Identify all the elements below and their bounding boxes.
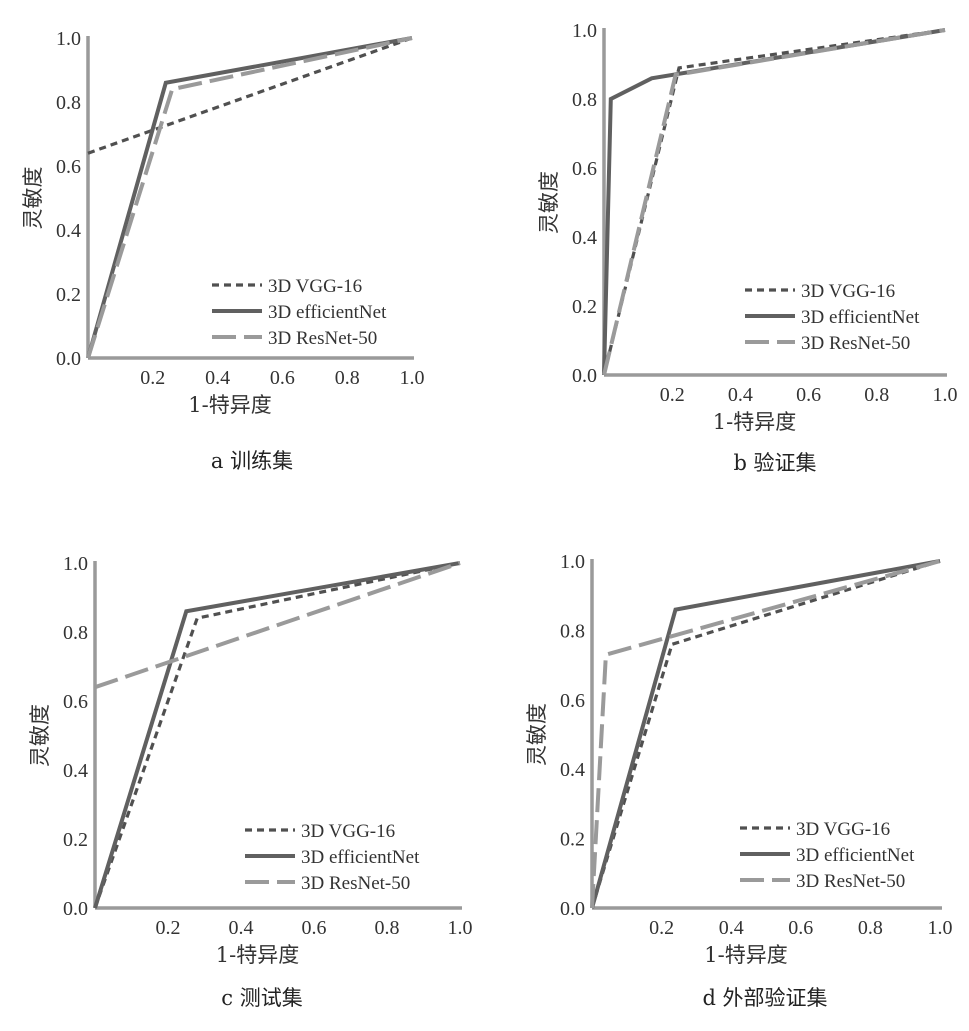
legend-label: 3D efficientNet xyxy=(796,845,915,866)
legend-label: 3D efficientNet xyxy=(301,847,420,868)
y-tick-label: 0.6 xyxy=(63,691,88,713)
y-tick-label: 1.0 xyxy=(63,553,88,575)
x-tick-label: 0.8 xyxy=(858,917,883,939)
x-axis-title: 1-特异度 xyxy=(188,393,271,417)
series-line-2 xyxy=(590,559,941,909)
series-line-3 xyxy=(590,559,941,909)
y-tick-label: 0.0 xyxy=(63,898,88,920)
legend: 3D VGG-16 3D efficientNet 3D ResNet-50 xyxy=(745,281,920,354)
x-tick-label: 0.2 xyxy=(156,917,181,939)
panel-caption: d 外部验证集 xyxy=(702,986,827,1010)
x-tick-label: 0.8 xyxy=(864,384,889,406)
y-tick-label: 0.8 xyxy=(63,622,88,644)
x-tick-label: 0.6 xyxy=(788,917,813,939)
x-tick-label: 0.6 xyxy=(270,367,295,389)
y-tick-label: 0.4 xyxy=(572,227,597,249)
x-tick-label: 0.2 xyxy=(649,917,674,939)
x-tick-label: 1.0 xyxy=(933,384,958,406)
y-tick-label: 0.0 xyxy=(572,365,597,387)
series-line-1 xyxy=(87,36,413,155)
y-tick-label: 0.8 xyxy=(560,620,585,642)
legend: 3D VGG-16 3D efficientNet 3D ResNet-50 xyxy=(245,821,420,894)
y-axis-title: 灵敏度 xyxy=(28,704,52,767)
x-tick-label: 1.0 xyxy=(928,917,953,939)
y-tick-label: 1.0 xyxy=(56,28,81,50)
series-line-1 xyxy=(93,561,461,909)
legend-label: 3D efficientNet xyxy=(268,302,387,323)
legend-label: 3D ResNet-50 xyxy=(796,871,905,892)
x-tick-label: 0.8 xyxy=(335,367,360,389)
x-tick-label: 0.6 xyxy=(302,917,327,939)
x-tick-label: 1.0 xyxy=(448,917,473,939)
series-line-2 xyxy=(86,36,413,359)
roc-panel-c: 0.0 0.2 0.4 0.6 0.8 1.0 0.2 0.4 0.6 0.8 1.0 1-特异度 灵敏… xyxy=(28,553,473,1010)
x-tick-label: 0.8 xyxy=(375,917,400,939)
legend-label: 3D VGG-16 xyxy=(301,821,395,842)
roc-panel-d: 0.0 0.2 0.4 0.6 0.8 1.0 0.2 0.4 0.6 0.8 1.0 1-特异度 灵敏… xyxy=(525,551,953,1010)
y-tick-label: 0.0 xyxy=(56,348,81,370)
legend-label: 3D ResNet-50 xyxy=(801,333,910,354)
y-tick-label: 0.8 xyxy=(56,92,81,114)
roc-panel-a: 0.0 0.2 0.4 0.6 0.8 1.0 0.2 0.4 0.6 0.8 1.0 1-特异度 灵敏… xyxy=(21,28,425,473)
y-tick-label: 0.0 xyxy=(560,898,585,920)
y-tick-label: 0.6 xyxy=(56,156,81,178)
y-tick-label: 0.2 xyxy=(572,296,597,318)
y-tick-label: 0.2 xyxy=(560,829,585,851)
x-tick-label: 0.2 xyxy=(140,367,165,389)
legend-label: 3D VGG-16 xyxy=(801,281,895,302)
legend-label: 3D ResNet-50 xyxy=(301,873,410,894)
x-tick-label: 0.4 xyxy=(728,384,753,406)
series-line-1 xyxy=(590,559,941,909)
x-tick-label: 0.6 xyxy=(796,384,821,406)
y-axis-title: 灵敏度 xyxy=(525,703,549,766)
panel-caption: a 训练集 xyxy=(211,449,293,473)
series-line-3 xyxy=(94,561,461,690)
x-tick-label: 0.2 xyxy=(660,384,685,406)
legend-label: 3D VGG-16 xyxy=(268,276,362,297)
legend: 3D VGG-16 3D efficientNet 3D ResNet-50 xyxy=(740,819,915,892)
y-tick-label: 1.0 xyxy=(560,551,585,573)
legend-label: 3D efficientNet xyxy=(801,307,920,328)
y-tick-label: 0.4 xyxy=(63,760,88,782)
x-axis-title: 1-特异度 xyxy=(713,410,796,434)
roc-panel-b: 0.0 0.2 0.4 0.6 0.8 1.0 0.2 0.4 0.6 0.8 1.0 1-特异度 灵敏… xyxy=(537,20,958,475)
y-tick-label: 0.6 xyxy=(560,690,585,712)
y-axis-title: 灵敏度 xyxy=(21,167,45,230)
y-axis-title: 灵敏度 xyxy=(537,171,561,234)
x-tick-label: 0.4 xyxy=(229,917,254,939)
x-tick-label: 1.0 xyxy=(400,367,425,389)
y-tick-label: 0.4 xyxy=(560,759,585,781)
x-tick-label: 0.4 xyxy=(205,367,230,389)
y-tick-label: 0.2 xyxy=(56,284,81,306)
y-tick-label: 1.0 xyxy=(572,20,597,42)
series-line-3 xyxy=(602,28,946,376)
y-tick-label: 0.2 xyxy=(63,829,88,851)
legend: 3D VGG-16 3D efficientNet 3D ResNet-50 xyxy=(212,276,387,349)
x-axis-title: 1-特异度 xyxy=(704,943,787,967)
panel-caption: c 测试集 xyxy=(221,986,302,1010)
x-axis-title: 1-特异度 xyxy=(216,943,299,967)
legend-label: 3D VGG-16 xyxy=(796,819,890,840)
y-tick-label: 0.8 xyxy=(572,89,597,111)
series-line-2 xyxy=(93,561,461,909)
x-tick-label: 0.4 xyxy=(719,917,744,939)
y-tick-label: 0.4 xyxy=(56,220,81,242)
legend-label: 3D ResNet-50 xyxy=(268,328,377,349)
y-tick-label: 0.6 xyxy=(572,158,597,180)
panel-caption: b 验证集 xyxy=(733,451,816,475)
